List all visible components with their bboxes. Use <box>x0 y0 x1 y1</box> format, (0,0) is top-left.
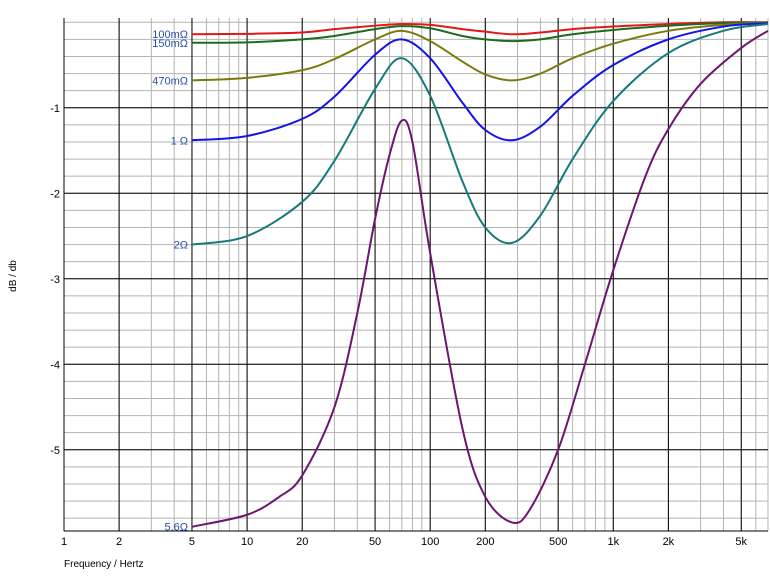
series-label-0: 100mΩ <box>152 29 188 41</box>
x-tick-label-10: 2k <box>663 536 675 548</box>
series-label-5: 5.6Ω <box>164 522 188 534</box>
series-line-3 <box>191 22 769 142</box>
series-line-1 <box>191 21 769 44</box>
major-grid <box>63 18 768 532</box>
series-line-5 <box>191 29 769 528</box>
y-axis-title: dB / db <box>8 260 19 292</box>
series-layer <box>191 21 769 528</box>
x-tick-label-6: 100 <box>421 536 439 548</box>
x-tick-label-0: 1 <box>61 536 67 548</box>
x-tick-label-1: 2 <box>116 536 122 548</box>
plot-background <box>64 18 768 531</box>
y-tick-label-0: -1 <box>50 103 60 115</box>
x-tick-label-2: 5 <box>189 536 195 548</box>
x-tick-label-4: 20 <box>296 536 308 548</box>
x-tick-label-11: 5k <box>735 536 747 548</box>
x-tick-label-8: 500 <box>549 536 567 548</box>
y-tick-label-3: -4 <box>50 359 60 371</box>
y-tick-labels: -1 -2 -3 -4 -5 <box>50 103 60 457</box>
x-tick-label-9: 1k <box>607 536 619 548</box>
series-label-2: 470mΩ <box>152 75 188 87</box>
y-tick-label-4: -5 <box>50 445 60 457</box>
series-line-2 <box>191 21 769 82</box>
x-tick-label-3: 10 <box>241 536 253 548</box>
x-tick-label-5: 50 <box>369 536 381 548</box>
series-label-4: 2Ω <box>174 240 188 252</box>
series-label-1: 150mΩ <box>152 38 188 50</box>
x-tick-label-7: 200 <box>476 536 494 548</box>
x-tick-labels: 1 2 5 10 20 50 100 200 500 1k 2k 5k <box>61 536 748 548</box>
y-tick-label-1: -2 <box>50 188 60 200</box>
series-line-0 <box>191 21 769 36</box>
y-tick-label-2: -3 <box>50 274 60 286</box>
series-line-4 <box>191 22 769 246</box>
x-axis-title: Frequency / Hertz <box>64 559 143 570</box>
series-label-3: 1 Ω <box>171 135 188 147</box>
